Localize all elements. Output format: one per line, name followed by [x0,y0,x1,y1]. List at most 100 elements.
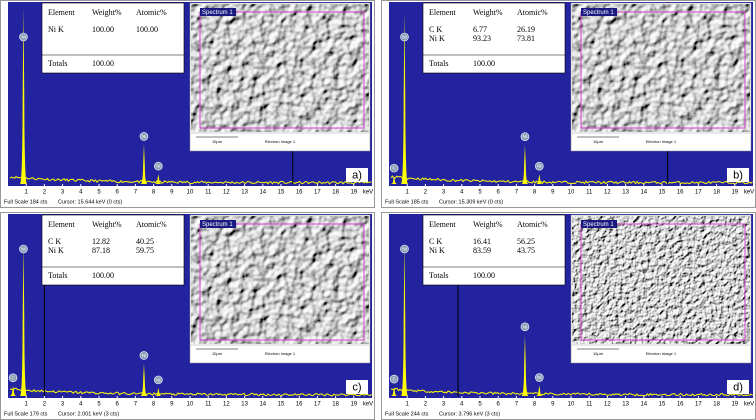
x-tick-label: 16 [296,190,303,196]
full-scale: Full Scale 179 cts [4,411,48,417]
x-tick-label: 6 [116,190,120,196]
x-tick-label: 15 [659,402,666,408]
x-tick-label: 12 [604,402,611,408]
table-total: Totals [429,59,448,68]
micrograph [191,216,369,344]
x-tick-label: 5 [97,402,101,408]
spectrum-peak [400,242,408,396]
spectrum-peak [535,174,543,184]
x-tick-label: 4 [79,402,83,408]
peak-marker [8,373,18,383]
background-noise [9,175,372,185]
peak-label: Ni [21,246,25,251]
panel-label: d) [733,381,743,393]
peak-label: C [392,166,396,171]
spectrum-label: Spectrum 1 [202,222,233,228]
x-tick-label: 13 [241,190,248,196]
scale-label: 10μm [212,139,223,144]
peak-label: Ni [402,246,406,251]
peak-label: Ni [523,324,527,329]
x-tick-label: 1 [25,402,29,408]
table-box [41,2,185,74]
spectrum-label-bg [200,220,236,228]
composition-table: Element Weight% Atomic% Ni K 100.00 100.00 Tot… [41,2,185,74]
x-tick-label: 14 [640,190,647,196]
spectrum-peak [521,144,529,184]
full-scale: Full Scale 185 cts [385,199,429,205]
x-tick-label: 17 [695,402,702,408]
table-cell: 6.77 [473,25,487,34]
table-cell: 16.41 [473,237,491,246]
background-noise [390,387,753,397]
x-axis-label: keV [363,402,373,408]
spectrum-peak [140,363,148,396]
table-cell: 40.25 [136,237,154,246]
x-tick-label: 2 [424,402,428,408]
table-cell: C K [429,25,442,34]
spectrum-region [580,223,746,341]
image-caption: Electron Image 1 [265,139,296,144]
peak-label: C [11,375,15,380]
x-tick-label: 13 [241,402,248,408]
panel-label-bg [727,168,749,182]
x-tick-label: 19 [350,190,357,196]
peak-label: Ni [537,164,541,169]
cursor-readout: Cursor: 15.309 keV (0 cts) [439,199,503,205]
x-tick-label: 3 [442,190,446,196]
x-tick-label: 11 [586,190,593,196]
table-cell: C K [48,237,61,246]
x-tick-label: 1 [406,402,410,408]
x-tick-label: 18 [713,402,720,408]
x-tick-label: 15 [278,190,285,196]
peak-label: Ni [402,34,406,39]
table-cell: 43.75 [517,246,535,255]
x-tick-label: 7 [134,190,138,196]
x-tick-label: 11 [586,402,593,408]
background-noise [390,175,753,185]
table-cell: 26.19 [517,25,535,34]
x-tick-label: 14 [259,190,266,196]
micrograph [572,4,750,132]
table-header: Weight% [92,8,122,17]
x-tick-label: 19 [350,402,357,408]
micrograph [191,4,369,132]
peak-label: Ni [21,34,25,39]
table-cell: C K [429,237,442,246]
table-box [41,214,185,286]
table-cell: Ni K [48,25,64,34]
peak-marker [520,322,530,332]
x-tick-label: 15 [278,402,285,408]
x-tick-label: 2 [43,190,47,196]
panel-label: c) [352,381,361,393]
x-tick-label: 1 [25,190,29,196]
table-header: Atomic% [136,220,167,229]
table-total: 100.00 [473,271,495,280]
electron-image: Spectrum 1 10μm Electron Image 1 [570,214,752,364]
table-cell: 100.00 [136,25,158,34]
peak-marker [535,373,544,382]
spectrum-label: Spectrum 1 [583,222,614,228]
table-total: 100.00 [92,59,114,68]
x-tick-label: 12 [223,190,230,196]
x-tick-label: 8 [152,190,156,196]
x-axis-label: keV [363,190,373,196]
table-total: Totals [48,271,67,280]
x-tick-label: 8 [533,402,537,408]
peak-marker [400,32,409,42]
table-total: 100.00 [92,271,114,280]
spectrum-peak [154,387,162,396]
x-tick-label: 16 [677,402,684,408]
table-header: Atomic% [517,8,548,17]
x-tick-label: 5 [478,190,482,196]
table-total: 100.00 [473,59,495,68]
cursor-readout: Cursor: 3.796 keV (3 cts) [439,411,500,417]
table-header: Weight% [473,220,503,229]
x-tick-label: 10 [187,190,194,196]
table-cell: 12.82 [92,237,110,246]
x-tick-label: 6 [497,402,501,408]
spectrum-peak [400,11,408,184]
scale-label: 10μm [593,139,604,144]
